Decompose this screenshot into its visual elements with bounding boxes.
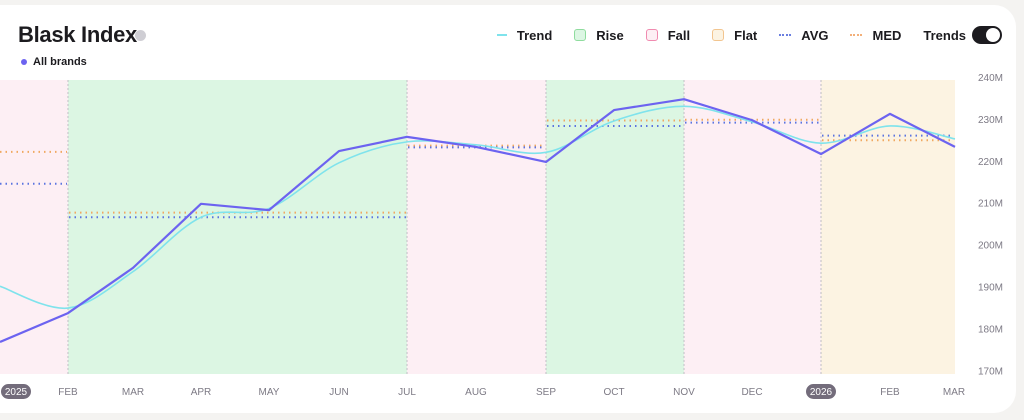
trend-line bbox=[0, 105, 956, 309]
legend-item-flat[interactable]: Flat bbox=[712, 28, 757, 43]
segment-rise bbox=[68, 80, 407, 374]
segment-fall bbox=[0, 80, 68, 374]
main-data-line bbox=[0, 98, 956, 343]
y-axis-tick: 220M bbox=[978, 157, 1003, 168]
y-axis-tick: 200M bbox=[978, 241, 1003, 252]
rise-swatch-icon bbox=[574, 29, 587, 41]
legend-label: Rise bbox=[596, 27, 624, 43]
x-axis-tick: MAR bbox=[943, 387, 965, 398]
year-marker-pill bbox=[1, 384, 31, 399]
x-axis-tick: FEB bbox=[880, 387, 900, 398]
y-axis-tick: 190M bbox=[978, 283, 1003, 294]
x-axis-tick: MAY bbox=[259, 387, 280, 398]
y-axis-tick: 210M bbox=[978, 199, 1003, 210]
x-axis-tick: AUG bbox=[465, 387, 487, 398]
y-axis-tick: 180M bbox=[978, 324, 1003, 335]
y-axis-tick: 230M bbox=[978, 115, 1003, 126]
segment-rise bbox=[546, 80, 684, 374]
segment-fall bbox=[684, 80, 821, 374]
segment-flat bbox=[821, 80, 955, 374]
fall-swatch-icon bbox=[645, 29, 658, 41]
toggle-knob bbox=[986, 28, 1000, 42]
year-marker-label: 2026 bbox=[810, 387, 833, 398]
legend-item-rise[interactable]: Rise bbox=[574, 27, 624, 43]
x-axis-tick: APR bbox=[191, 387, 212, 398]
legend-label: Flat bbox=[734, 27, 758, 43]
flat-swatch-icon bbox=[712, 29, 725, 41]
trend-swatch-icon bbox=[496, 34, 507, 36]
y-axis-tick: 240M bbox=[978, 73, 1003, 84]
series-selector[interactable]: All brands bbox=[21, 56, 87, 68]
legend-item-fall[interactable]: Fall bbox=[645, 27, 691, 43]
x-axis-tick: SEP bbox=[536, 387, 556, 398]
trends-toggle[interactable] bbox=[972, 26, 1002, 44]
x-axis-tick: JUL bbox=[398, 387, 416, 398]
x-axis-tick: MAR bbox=[122, 387, 144, 398]
x-axis-tick: DEC bbox=[741, 387, 762, 398]
y-axis-tick: 170M bbox=[978, 366, 1003, 377]
legend-label: Trend bbox=[516, 27, 553, 43]
avg-swatch-icon bbox=[779, 34, 792, 36]
year-marker-pill bbox=[806, 384, 836, 399]
legend-label: MED bbox=[872, 27, 902, 43]
legend-item-trend[interactable]: Trend bbox=[496, 27, 553, 43]
series-color-dot bbox=[21, 59, 27, 65]
x-axis-tick: JUN bbox=[329, 387, 348, 398]
segment-fall bbox=[407, 80, 546, 374]
chart-title: Blask Index bbox=[18, 22, 137, 47]
x-axis-tick: FEB bbox=[58, 387, 78, 398]
info-icon[interactable] bbox=[135, 30, 146, 41]
series-label: All brands bbox=[33, 56, 87, 68]
x-axis-tick: NOV bbox=[673, 387, 695, 398]
med-swatch-icon bbox=[850, 34, 863, 36]
legend-item-med[interactable]: MED bbox=[850, 28, 901, 43]
legend: Trend Rise Fall Flat AVG MED Trends bbox=[475, 26, 1002, 44]
legend-label: Fall bbox=[667, 27, 691, 43]
legend-item-avg[interactable]: AVG bbox=[779, 28, 828, 43]
legend-label: AVG bbox=[801, 27, 829, 43]
year-marker-label: 2025 bbox=[5, 387, 28, 398]
x-axis-tick: OCT bbox=[603, 387, 624, 398]
trends-toggle-label: Trends bbox=[923, 27, 966, 43]
